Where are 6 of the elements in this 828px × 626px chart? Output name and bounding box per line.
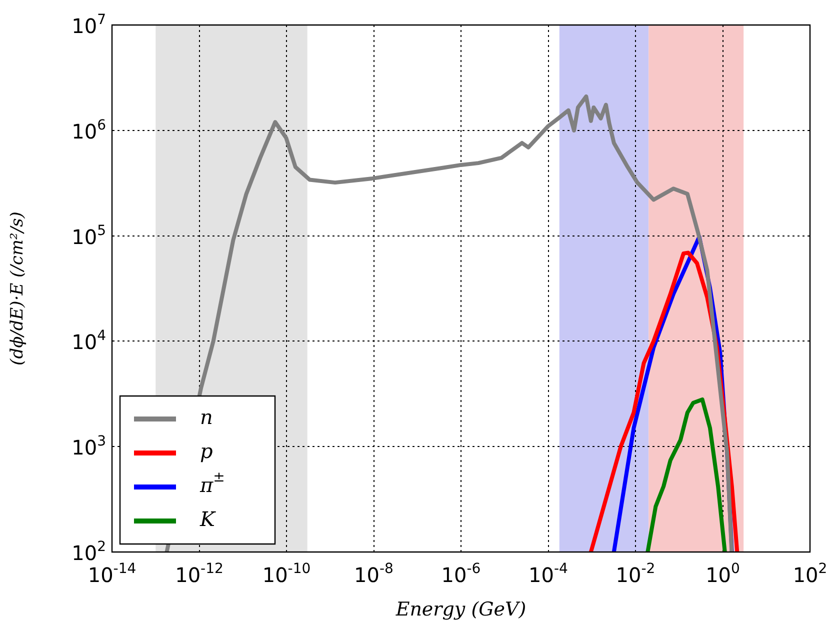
legend-label: K [199, 507, 216, 532]
y-axis-title: (dϕ/dE)·E (/cm²/s) [8, 212, 28, 366]
legend-label: π± [199, 470, 225, 498]
legend-label: n [200, 405, 213, 430]
x-axis-title: Energy (GeV) [394, 598, 526, 621]
legend-label: p [200, 439, 213, 464]
